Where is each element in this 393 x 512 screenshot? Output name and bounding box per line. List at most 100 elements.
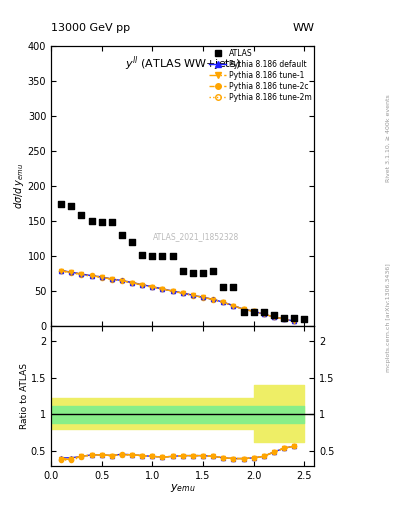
Pythia 8.186 tune-2c xyxy=(59,267,64,273)
Pythia 8.186 tune-2m xyxy=(261,311,266,317)
Pythia 8.186 tune-1 xyxy=(69,269,74,275)
Pythia 8.186 tune-2c xyxy=(99,274,104,280)
Pythia 8.186 tune-2m xyxy=(272,314,276,320)
ATLAS xyxy=(88,217,95,225)
ATLAS xyxy=(68,202,75,210)
Pythia 8.186 tune-2m xyxy=(89,273,94,279)
ATLAS xyxy=(301,315,307,323)
Pythia 8.186 default xyxy=(241,306,246,312)
Pythia 8.186 tune-2c xyxy=(79,271,84,277)
Pythia 8.186 default xyxy=(150,284,155,290)
Legend: ATLAS, Pythia 8.186 default, Pythia 8.186 tune-1, Pythia 8.186 tune-2c, Pythia 8: ATLAS, Pythia 8.186 default, Pythia 8.18… xyxy=(209,48,312,102)
Pythia 8.186 tune-2c xyxy=(251,308,256,314)
Pythia 8.186 tune-1 xyxy=(251,308,256,314)
Text: Rivet 3.1.10, ≥ 400k events: Rivet 3.1.10, ≥ 400k events xyxy=(386,94,391,182)
Pythia 8.186 default xyxy=(292,318,296,324)
Pythia 8.186 default xyxy=(59,268,64,274)
ATLAS xyxy=(149,252,156,260)
Pythia 8.186 default xyxy=(231,303,236,309)
Pythia 8.186 tune-2m xyxy=(170,288,175,294)
Pythia 8.186 tune-2c xyxy=(119,278,124,284)
Pythia 8.186 tune-2c xyxy=(89,272,94,279)
Pythia 8.186 tune-2c xyxy=(170,288,175,294)
Pythia 8.186 tune-1 xyxy=(130,280,134,286)
Pythia 8.186 tune-2m xyxy=(211,296,215,303)
Pythia 8.186 default xyxy=(261,311,266,317)
Pythia 8.186 tune-2m xyxy=(79,272,84,278)
Pythia 8.186 tune-2c xyxy=(261,311,266,317)
Pythia 8.186 tune-2c xyxy=(211,296,215,303)
Pythia 8.186 tune-2m xyxy=(150,284,155,290)
Pythia 8.186 tune-2c xyxy=(221,299,226,305)
Pythia 8.186 tune-2c xyxy=(150,284,155,290)
Pythia 8.186 default xyxy=(140,282,145,288)
ATLAS xyxy=(281,313,287,322)
Y-axis label: Ratio to ATLAS: Ratio to ATLAS xyxy=(20,363,29,429)
Pythia 8.186 tune-2m xyxy=(119,278,124,284)
Text: WW: WW xyxy=(292,23,314,33)
ATLAS xyxy=(291,313,297,322)
Pythia 8.186 tune-1 xyxy=(272,314,276,320)
ATLAS xyxy=(78,211,84,220)
Pythia 8.186 tune-2m xyxy=(241,306,246,312)
Pythia 8.186 tune-2m xyxy=(59,268,64,274)
ATLAS xyxy=(159,252,165,260)
ATLAS xyxy=(58,199,64,208)
Pythia 8.186 tune-1 xyxy=(79,271,84,278)
ATLAS xyxy=(250,308,257,316)
ATLAS xyxy=(230,283,237,291)
Pythia 8.186 default xyxy=(89,272,94,279)
Y-axis label: $d\sigma/d\,y_{emu}$: $d\sigma/d\,y_{emu}$ xyxy=(12,163,26,209)
ATLAS xyxy=(271,311,277,319)
Pythia 8.186 tune-2m xyxy=(221,300,226,306)
Pythia 8.186 tune-2m xyxy=(130,280,134,286)
Pythia 8.186 tune-2c xyxy=(180,290,185,296)
Pythia 8.186 tune-1 xyxy=(160,286,165,292)
Pythia 8.186 tune-2c xyxy=(160,286,165,292)
ATLAS xyxy=(99,218,105,226)
Text: mcplots.cern.ch [arXiv:1306.3436]: mcplots.cern.ch [arXiv:1306.3436] xyxy=(386,263,391,372)
Pythia 8.186 tune-2c xyxy=(191,292,195,298)
Pythia 8.186 default xyxy=(201,294,206,301)
Pythia 8.186 tune-2m xyxy=(110,276,114,283)
Pythia 8.186 default xyxy=(170,288,175,294)
Pythia 8.186 tune-2m xyxy=(201,294,206,301)
Pythia 8.186 tune-2m xyxy=(160,286,165,292)
Pythia 8.186 default xyxy=(79,271,84,278)
Pythia 8.186 tune-2c xyxy=(282,316,286,322)
ATLAS xyxy=(129,238,135,246)
Pythia 8.186 tune-2m xyxy=(180,290,185,296)
Pythia 8.186 tune-2c xyxy=(201,294,206,301)
Pythia 8.186 tune-2c xyxy=(130,280,134,286)
ATLAS xyxy=(109,218,115,226)
Pythia 8.186 tune-1 xyxy=(191,292,195,298)
Pythia 8.186 tune-2m xyxy=(251,308,256,314)
ATLAS xyxy=(190,269,196,278)
Pythia 8.186 tune-2c xyxy=(110,276,114,282)
Pythia 8.186 tune-2m xyxy=(140,282,145,288)
Pythia 8.186 tune-1 xyxy=(89,273,94,279)
Pythia 8.186 tune-2m xyxy=(282,316,286,322)
Pythia 8.186 tune-1 xyxy=(241,306,246,312)
Pythia 8.186 tune-1 xyxy=(110,276,114,283)
ATLAS xyxy=(241,308,247,316)
ATLAS xyxy=(119,231,125,239)
Pythia 8.186 tune-1 xyxy=(140,282,145,288)
Pythia 8.186 default xyxy=(119,278,124,284)
Pythia 8.186 tune-2m xyxy=(69,270,74,276)
Pythia 8.186 tune-1 xyxy=(211,296,215,303)
Pythia 8.186 tune-2c xyxy=(272,314,276,320)
Pythia 8.186 tune-1 xyxy=(99,274,104,280)
Pythia 8.186 tune-2m xyxy=(231,303,236,309)
Line: Pythia 8.186 tune-2c: Pythia 8.186 tune-2c xyxy=(59,268,296,323)
Pythia 8.186 default xyxy=(282,316,286,322)
Text: 13000 GeV pp: 13000 GeV pp xyxy=(51,23,130,33)
ATLAS xyxy=(220,284,226,292)
Pythia 8.186 default xyxy=(211,296,215,303)
Text: $y^{ll}$ (ATLAS WW+jets): $y^{ll}$ (ATLAS WW+jets) xyxy=(125,54,241,73)
Pythia 8.186 default xyxy=(251,308,256,314)
Pythia 8.186 default xyxy=(191,292,195,298)
Pythia 8.186 tune-1 xyxy=(150,284,155,290)
Pythia 8.186 tune-1 xyxy=(221,299,226,305)
Pythia 8.186 default xyxy=(272,314,276,320)
